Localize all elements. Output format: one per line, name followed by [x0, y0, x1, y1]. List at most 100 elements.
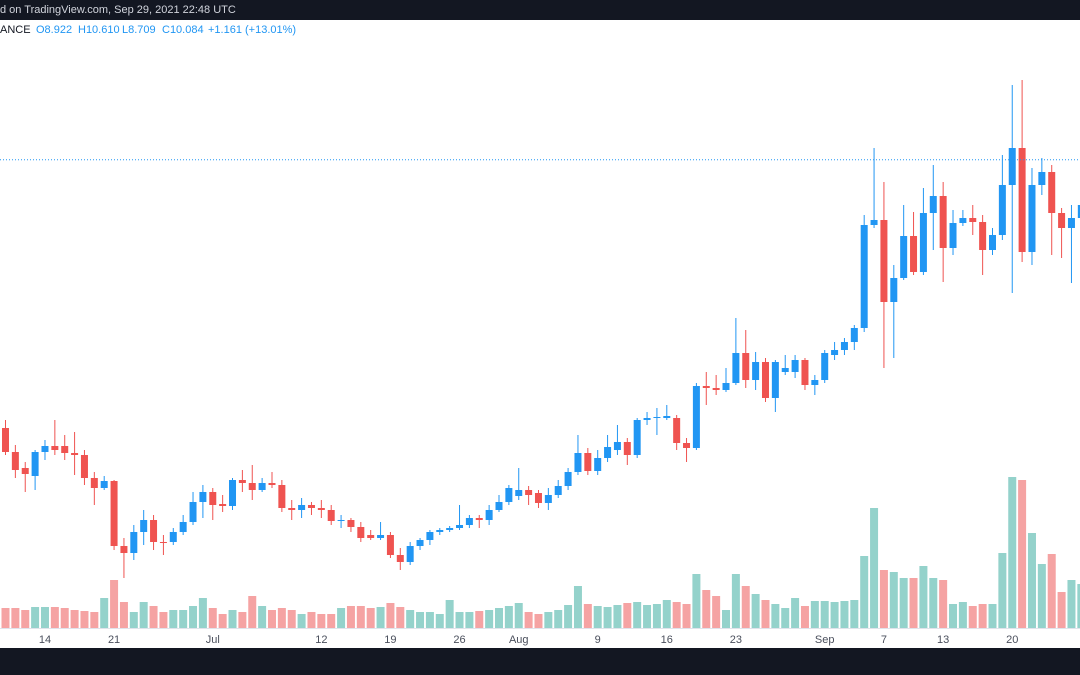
volume-bar [958, 602, 967, 628]
candle-body [485, 510, 493, 520]
candle-body [248, 483, 256, 490]
volume-bar [110, 580, 119, 628]
volume-bar [495, 608, 503, 628]
volume-bar [189, 606, 198, 628]
candle-body [377, 535, 385, 538]
candle-body [90, 478, 98, 488]
candle-body [702, 386, 710, 388]
header-text: d on TradingView.com, Sep 29, 2021 22:48… [0, 4, 236, 16]
volume-bar [722, 610, 731, 628]
legend-close: C10.084 [162, 24, 204, 36]
volume-bar [50, 607, 59, 628]
candle-body [327, 510, 335, 521]
candle-body [811, 380, 819, 385]
volume-bar [327, 614, 336, 628]
candle-body [791, 360, 799, 372]
volume-bar [198, 598, 207, 628]
candle-body [929, 196, 937, 213]
x-tick-label: 9 [595, 634, 601, 646]
volume-bar [731, 574, 740, 628]
volume-bar [850, 600, 859, 628]
legend-symbol: ANCE [0, 24, 31, 36]
x-tick-label: 16 [661, 634, 673, 646]
candle-body [130, 532, 138, 553]
candle-body [307, 505, 315, 508]
volume-bar [613, 605, 622, 628]
volume-bar [218, 614, 227, 628]
x-tick-label: 14 [39, 634, 51, 646]
volume-bar [287, 610, 296, 628]
candle-body [515, 490, 523, 496]
volume-bar [771, 604, 780, 628]
volume-bar [416, 612, 425, 628]
volume-bar [564, 605, 573, 628]
volume-bar [139, 602, 148, 628]
candle-body [446, 528, 454, 530]
volume-bar [100, 598, 109, 628]
volume-bar [840, 601, 849, 628]
volume-bar [169, 610, 178, 628]
candle-body [2, 428, 9, 452]
volume-bar [90, 612, 99, 628]
volume-bar [248, 596, 257, 628]
volume-bar [652, 604, 661, 628]
volume-bar [179, 610, 188, 628]
candle-body [574, 453, 582, 472]
candle-body [831, 350, 839, 355]
volume-bar [31, 607, 40, 628]
candle-body [613, 442, 621, 450]
volume-bar [386, 603, 395, 628]
volume-bar [830, 602, 839, 628]
candle-body [870, 220, 878, 225]
volume-bar [60, 608, 69, 628]
candle-body [41, 446, 49, 452]
candle-body [258, 483, 266, 490]
candle-body [880, 220, 888, 302]
volume-bar [465, 612, 474, 628]
candle-body [11, 452, 19, 470]
volume-bar [889, 572, 898, 628]
legend-open: O8.922 [36, 24, 72, 36]
volume-bar [682, 604, 691, 628]
volume-bar [741, 586, 750, 628]
candle-body [159, 542, 167, 543]
candle-body [396, 555, 404, 562]
x-tick-label: 7 [881, 634, 887, 646]
candle-body [761, 362, 769, 398]
candle-body [456, 525, 464, 528]
bottom-bar [0, 648, 1080, 675]
candle-body [722, 383, 730, 390]
volume-bar [346, 606, 355, 628]
candle-body [850, 328, 858, 342]
volume-bar [633, 602, 642, 628]
candle-body [110, 481, 118, 546]
candle-body [564, 472, 572, 486]
candle-body [150, 520, 158, 542]
candle-body [199, 492, 207, 502]
candle-body [998, 185, 1006, 235]
candle-body [989, 235, 996, 250]
volume-bar [939, 580, 948, 628]
candle-pane [0, 80, 1080, 578]
candle-body [910, 236, 918, 272]
volume-bar [80, 611, 89, 628]
volume-bar [544, 612, 553, 628]
candle-body [386, 535, 394, 555]
volume-bar [761, 600, 770, 628]
candle-body [357, 527, 365, 538]
candle-body [317, 508, 325, 510]
candle-body [140, 520, 148, 532]
volume-bar [514, 603, 523, 628]
candle-body [426, 532, 434, 540]
candle-body [673, 418, 681, 443]
volume-bar [810, 601, 819, 628]
candle-body [821, 353, 829, 380]
candle-body [633, 420, 641, 455]
volume-bar [1057, 592, 1066, 628]
volume-bar [643, 605, 652, 628]
candle-body [367, 535, 375, 538]
top-bar [0, 0, 1080, 20]
candle-body [643, 418, 651, 420]
volume-bar [277, 608, 286, 628]
volume-bar [554, 610, 563, 628]
